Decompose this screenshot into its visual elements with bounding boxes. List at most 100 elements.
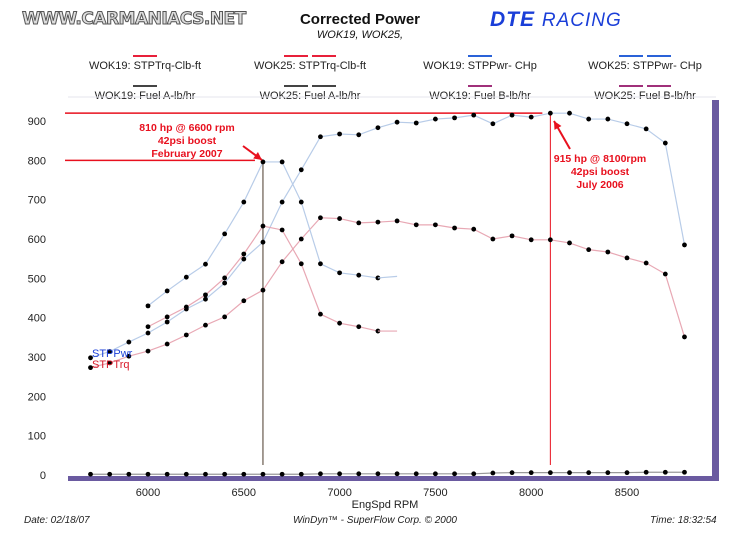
data-point (241, 251, 247, 257)
data-point (222, 280, 228, 286)
data-point (375, 219, 381, 225)
data-point (337, 471, 342, 477)
data-point (567, 470, 572, 476)
data-point (471, 112, 477, 118)
data-point (164, 314, 170, 320)
data-point (222, 471, 228, 477)
data-point (298, 471, 304, 477)
data-point (279, 259, 285, 265)
data-point (509, 470, 515, 476)
data-point (662, 140, 668, 146)
data-point (547, 470, 553, 476)
y-tick-label: 700 (28, 195, 46, 207)
annotation-text: 42psi boost (571, 166, 630, 178)
legend-label: WOK25: STPTrq-Clb-ft (253, 60, 367, 72)
legend-line (133, 55, 157, 58)
legend-item: WOK19: STPPwr- CHp (395, 50, 565, 72)
data-point (279, 159, 285, 165)
data-point (279, 227, 285, 233)
x-axis-frame (68, 476, 719, 481)
data-point (318, 311, 323, 317)
footer-date: Date: 02/18/07 (24, 515, 90, 526)
x-tick-label: 6500 (232, 487, 256, 499)
data-point (107, 349, 113, 354)
data-point (433, 222, 438, 228)
legend-label: WOK19: STPPwr- CHp (423, 60, 537, 72)
data-point (528, 470, 534, 476)
data-point (452, 115, 457, 121)
annotation-text: February 2007 (151, 148, 222, 160)
legend-line (619, 85, 643, 88)
data-point (241, 471, 247, 477)
data-point (490, 236, 496, 242)
legend-line (133, 85, 157, 88)
data-point (318, 261, 323, 267)
data-point (318, 134, 323, 140)
data-point (260, 287, 266, 293)
data-point (394, 119, 400, 125)
data-point (183, 471, 189, 477)
data-point (605, 249, 611, 255)
data-point (164, 341, 170, 347)
data-point (567, 240, 572, 246)
data-point (337, 131, 342, 137)
data-point (433, 116, 438, 122)
legend-label: WOK25: Fuel A-lb/hr (259, 90, 361, 102)
data-point (203, 296, 208, 302)
data-point (203, 322, 208, 328)
data-point (241, 256, 247, 262)
data-point (88, 355, 93, 361)
data-point (643, 469, 649, 475)
legend-line (647, 55, 671, 58)
legend-swatch (60, 80, 230, 90)
y-tick-label: 400 (28, 313, 46, 325)
data-point (452, 225, 457, 231)
legend-line (312, 85, 336, 88)
brand-logo-b: RACING (541, 10, 622, 31)
data-point (490, 470, 496, 476)
series-line (90, 471, 685, 475)
data-point (222, 314, 228, 320)
series-tail (377, 275, 398, 279)
data-point (337, 216, 342, 221)
data-point (337, 270, 342, 276)
legend-item: WOK25: STPPwr- CHp (560, 50, 730, 72)
data-point (452, 471, 457, 477)
axis-series-label: STPPwr (92, 348, 133, 360)
data-point (164, 288, 170, 294)
data-point (662, 271, 668, 277)
data-point (433, 471, 438, 477)
annotation-text: July 2006 (576, 179, 623, 191)
arrow-head-icon (554, 121, 562, 130)
data-point (605, 470, 611, 476)
data-point (356, 132, 362, 138)
x-tick-label: 7500 (423, 487, 447, 499)
legend-line (619, 55, 643, 58)
data-point (643, 126, 649, 132)
data-point (88, 365, 93, 371)
data-point (413, 222, 419, 228)
data-point (605, 116, 611, 122)
data-point (183, 304, 189, 310)
series-line (90, 217, 686, 369)
legend-item: WOK25: STPTrq-Clb-ft (225, 50, 395, 72)
brand-logo: DTE RACING (490, 8, 622, 32)
data-point (624, 121, 630, 127)
y-tick-label: 600 (28, 234, 46, 246)
y-tick-label: 900 (28, 116, 46, 128)
legend-item: WOK25: Fuel B-lb/hr (560, 80, 730, 102)
data-point (413, 471, 419, 477)
annotation-text: 42psi boost (158, 135, 217, 147)
data-point (356, 471, 362, 477)
data-point (394, 471, 400, 477)
data-point (107, 360, 113, 366)
data-point (241, 298, 247, 304)
legend-line (284, 85, 308, 88)
data-point (260, 471, 266, 477)
data-point (528, 237, 534, 243)
data-point (318, 215, 323, 221)
legend-item: WOK19: STPTrq-Clb-ft (60, 50, 230, 72)
data-point (145, 330, 151, 336)
